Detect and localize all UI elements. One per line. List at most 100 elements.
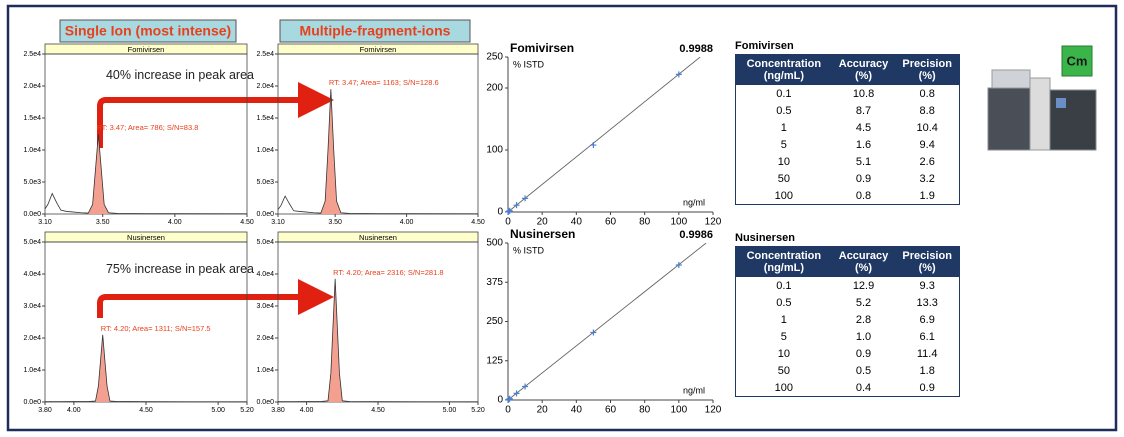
cell: 50	[777, 172, 790, 185]
x-tick-label: 4.50	[471, 219, 485, 226]
x-tick-label: 4.50	[139, 407, 153, 414]
row: 0.5 8.7 8.8	[736, 102, 960, 119]
x-tick-label: 4.50	[371, 407, 385, 414]
x-tick-label: 3.10	[38, 219, 52, 226]
header-cell: Accuracy (%)	[831, 54, 896, 85]
point	[590, 142, 597, 149]
y-tick-label: 0.0e0	[23, 211, 41, 218]
cell: 10.8	[852, 87, 875, 100]
chart-title: Fomivirsen	[128, 45, 165, 54]
x-tick-label: 40	[571, 217, 583, 228]
trace	[44, 133, 248, 215]
comparison-note: 40% increase in peak area	[105, 68, 254, 82]
y-tick-label: 2.5e4	[256, 51, 274, 58]
cell: 9.3	[919, 279, 935, 292]
y-tick-label: 2.0e4	[23, 335, 41, 342]
chart-title: Nusinersen	[127, 233, 165, 242]
x-tick-label: 3.80	[38, 407, 52, 414]
cell: 0.1	[776, 87, 792, 100]
table-title: Fomivirsen	[735, 40, 794, 52]
y-tick-label: 1.0e4	[23, 147, 41, 154]
cell: 10	[777, 347, 790, 360]
chart-title: Nusinersen	[359, 233, 397, 242]
point	[675, 71, 682, 78]
cell: 9.4	[919, 138, 935, 151]
y-tick-label: 4.0e4	[23, 271, 41, 278]
frame	[6, 4, 1118, 432]
table: Concentration (ng/mL) Accuracy (%) Precisi…	[735, 246, 960, 397]
cell: 1.9	[919, 189, 935, 202]
chart-title: Fomivirsen	[510, 41, 574, 55]
point	[505, 208, 512, 215]
point	[506, 395, 513, 402]
cell: 1.8	[919, 364, 935, 377]
y-tick-label: 0	[497, 207, 503, 218]
cell: 10	[777, 155, 790, 168]
fit-line	[508, 57, 701, 212]
peak-annotation: RT: 3.47; Area= 1163; S/N=128.6	[329, 78, 439, 87]
chart-title: Fomivirsen	[360, 45, 397, 54]
y-tick-label: 0.0e0	[23, 399, 41, 406]
table-block: Nusinersen Concentration (ng/mL) Accuracy …	[735, 232, 960, 397]
y-tick-label: 100	[486, 145, 503, 156]
table-block: Fomivirsen Concentration (ng/mL) Accuracy …	[735, 40, 960, 205]
arrow	[97, 279, 334, 318]
x-tick-label: 0	[505, 405, 511, 416]
instrument: Cm	[987, 45, 1097, 151]
peak-annotation: RT: 4.20; Area= 1311; S/N=157.5	[101, 324, 211, 333]
cell: 2.8	[855, 313, 872, 326]
row: 10 5.1 2.6	[736, 153, 960, 170]
row: 100 0.8 1.9	[736, 187, 960, 205]
x-tick-label: 3.10	[271, 219, 285, 226]
x-tick-label: 20	[537, 405, 549, 416]
point	[513, 390, 520, 397]
cell: 0.4	[855, 381, 872, 394]
cell: 8.7	[855, 104, 872, 117]
cell: 0.5	[855, 364, 872, 377]
y-tick-label: 0	[497, 395, 503, 406]
cell: 6.1	[919, 330, 935, 343]
x-tick-label: 3.50	[96, 219, 110, 226]
header-row: Concentration (ng/mL) Accuracy (%) Precisi…	[735, 54, 960, 85]
y-tick-label: 2.0e4	[256, 83, 274, 90]
cell: 0.5	[776, 296, 792, 309]
cell: 0.9	[919, 381, 935, 394]
row: 0.1 12.9 9.3	[736, 277, 960, 294]
x-tick-label: 4.00	[400, 219, 414, 226]
x-tick-label: 5.00	[443, 407, 457, 414]
row: 50 0.5 1.8	[736, 362, 960, 379]
point	[590, 329, 597, 336]
peak-area	[95, 334, 110, 402]
y-tick-label: 1.0e4	[23, 367, 41, 374]
x-tick-label: 5.00	[211, 407, 225, 414]
point	[513, 202, 520, 209]
trace	[277, 89, 479, 215]
fit-line	[508, 243, 707, 400]
chart-subtitle: 0.9988	[679, 43, 713, 55]
point	[522, 383, 529, 390]
x-tick-label: 100	[670, 405, 687, 416]
trace	[277, 278, 479, 403]
cell: 1	[780, 121, 787, 134]
point	[522, 195, 529, 202]
row: 0.5 5.2 13.3	[736, 294, 960, 311]
cell: 0.1	[776, 279, 792, 292]
x-tick-label: 4.50	[240, 219, 254, 226]
arrow	[97, 82, 334, 148]
chart-subtitle: 0.9986	[679, 229, 713, 241]
cell: 1	[780, 313, 787, 326]
chart-title: Nusinersen	[510, 227, 575, 241]
cell: 5.1	[855, 155, 872, 168]
y-tick-label: 375	[486, 277, 503, 288]
header-cell: Accuracy (%)	[831, 246, 896, 277]
y-tick-label: 2.5e4	[23, 51, 41, 58]
x-tick-label: 5.20	[240, 407, 254, 414]
y-tick-label: 250	[486, 52, 503, 63]
row: 1 4.5 10.4	[736, 119, 960, 136]
column-header: Multiple-fragment-ions	[300, 23, 451, 39]
table: Concentration (ng/mL) Accuracy (%) Precisi…	[735, 54, 960, 205]
cell: 3.2	[919, 172, 935, 185]
cell: 0.9	[855, 172, 872, 185]
cell: 5	[780, 138, 787, 151]
y-tick-label: 1.0e4	[256, 147, 274, 154]
